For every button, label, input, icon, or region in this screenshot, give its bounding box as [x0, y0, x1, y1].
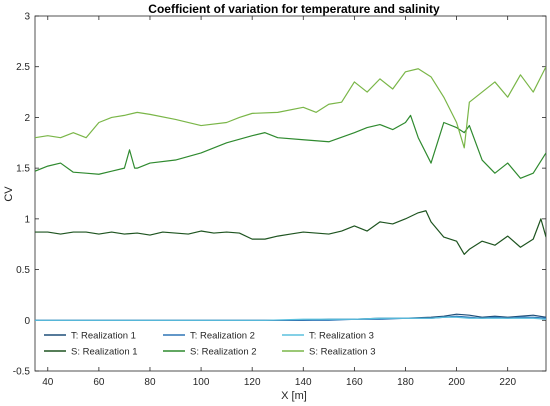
series-lines [35, 66, 546, 321]
series-line-5 [35, 114, 546, 179]
x-tick-label: 60 [93, 377, 105, 388]
x-tick-label: 220 [499, 377, 516, 388]
chart-title: Coefficient of variation for temperature… [148, 2, 440, 16]
series-line-3 [35, 316, 546, 321]
legend-label-5: S: Realization 2 [190, 347, 257, 358]
y-tick-label: 1 [24, 214, 30, 225]
legend-label-4: S: Realization 1 [71, 347, 138, 358]
x-tick-label: 160 [346, 377, 363, 388]
x-axis-title: X [m] [281, 390, 307, 402]
plot-frame [34, 15, 547, 372]
x-tick-label: 40 [42, 377, 54, 388]
x-tick-label: 80 [144, 377, 156, 388]
y-tick-label: 1.5 [16, 164, 30, 175]
legend: T: Realization 1 T: Realization 2 T: Reali… [44, 331, 376, 358]
y-tick-label: 0.5 [16, 265, 30, 276]
axes: 40 60 80 100 120 140 160 180 200 220 -0.5 0 0.5 1 1.5 2… [13, 12, 547, 388]
y-tick-label: 2.5 [16, 62, 30, 73]
x-tick-label: 120 [244, 377, 261, 388]
legend-label-6: S: Realization 3 [309, 347, 376, 358]
y-axis-title: CV [3, 186, 15, 202]
y-tick-label: 0 [24, 316, 30, 327]
legend-label-2: T: Realization 2 [190, 331, 255, 342]
x-tick-label: 100 [193, 377, 210, 388]
y-tick-label: -0.5 [13, 367, 31, 378]
y-tick-label: 2 [24, 113, 30, 124]
legend-label-3: T: Realization 3 [309, 331, 374, 342]
y-tick-label: 3 [24, 12, 30, 23]
x-tick-label: 200 [448, 377, 465, 388]
x-tick-label: 180 [397, 377, 414, 388]
series-line-4 [35, 210, 546, 255]
legend-label-1: T: Realization 1 [71, 331, 136, 342]
series-line-6 [35, 66, 546, 149]
x-tick-label: 140 [295, 377, 312, 388]
